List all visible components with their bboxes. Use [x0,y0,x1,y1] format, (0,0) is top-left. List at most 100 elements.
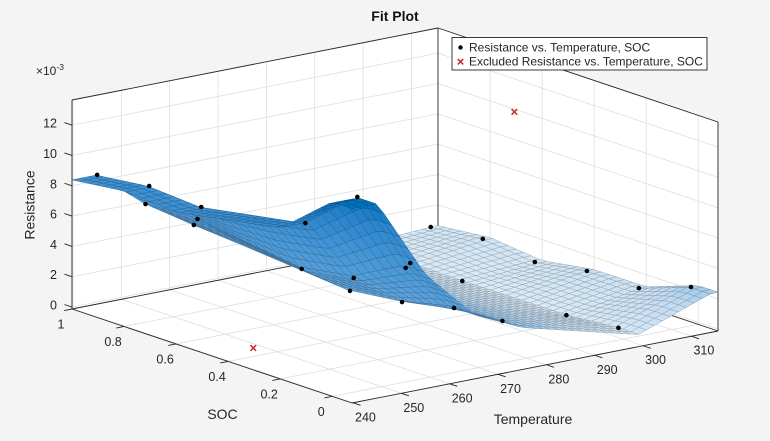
z-gridline-left-wall [71,113,439,187]
data-point [532,259,538,265]
data-point [299,266,304,272]
y-tick-label: 0.6 [156,352,173,366]
data-point [94,172,100,178]
x-tick-label: 310 [693,344,714,358]
data-point [198,204,204,210]
y-axis-label: SOC [207,406,237,422]
data-point [451,305,457,311]
data-point [191,222,197,228]
data-point [403,265,409,271]
x-gridline-floor [72,308,354,404]
data-point [399,299,405,305]
x-gridline-floor [217,279,499,375]
x-tick-label: 280 [548,372,569,386]
legend-x-marker-icon [457,58,464,65]
legend-entry: Resistance vs. Temperature, SOC [458,41,651,55]
y-tick-label: 0.2 [260,387,277,401]
axes-background [72,28,718,403]
x-tick-label: 270 [500,382,521,396]
x-axis-label: Temperature [494,411,573,427]
plot-title: Fit Plot [371,8,419,24]
x-tick-mark [594,354,603,359]
x-tick-mark [642,345,651,349]
x-tick-label: 290 [597,363,618,377]
data-point [195,216,200,222]
z-gridline-right-wall [437,174,719,269]
excluded-point [249,344,257,352]
fit-surface [71,174,719,335]
z-tick-label: 8 [50,177,57,191]
data-point [355,194,360,200]
data-point [347,288,353,294]
data-point [616,325,621,331]
z-gridline-left-wall [71,83,439,156]
legend-entry: Excluded Resistance vs. Temperature, SOC [457,55,703,69]
x-tick-mark [691,335,700,340]
data-point [480,236,486,242]
legend-label: Resistance vs. Temperature, SOC [469,41,651,55]
z-tick-label: 0 [50,299,57,313]
legend: Resistance vs. Temperature, SOC Excluded… [451,37,708,71]
data-point [564,312,569,318]
data-point [351,275,356,281]
x-tick-mark [401,392,410,397]
z-gridline-right-wall [437,143,719,239]
x-tick-mark [449,383,458,387]
axis-ticks: 24025026027028029030031000.20.40.60.8102… [43,117,714,425]
temperature-axis-line [351,330,719,404]
z-tick-mark [64,182,73,187]
data-point [143,201,148,207]
z-tick-mark [64,304,73,308]
z-tick-mark [64,243,73,247]
excluded-point [510,108,518,116]
surface-patch [343,204,361,209]
data-point [584,268,590,274]
z-tick-mark [64,213,73,217]
z-gridline-left-wall [71,174,439,247]
y-tick-label: 0.8 [104,335,121,349]
x-gridline-floor [169,289,450,385]
x-tick-label: 250 [403,401,424,415]
data-markers [94,108,694,352]
z-tick-label: 12 [43,117,57,131]
x-tick-mark [352,402,361,406]
data-point [303,220,308,226]
soc-axis-line [71,308,353,404]
data-point [500,318,505,324]
x-tick-label: 240 [355,410,376,424]
x-tick-label: 300 [645,353,666,367]
y-tick-label: 1 [58,318,65,332]
z-tick-label: 6 [50,208,57,222]
y-tick-mark [272,378,281,381]
z-tick-mark [64,273,73,278]
y-tick-mark [220,360,229,364]
z-gridline-right-wall [437,83,719,178]
y-tick-mark [64,308,73,311]
x-gridline-floor [121,298,402,394]
z-gridline-left-wall [71,143,439,217]
y-tick-mark [324,395,333,399]
y-gridline-floor [332,323,699,397]
x-gridline-floor [266,270,547,366]
z-tick-mark [64,152,73,156]
z-gridline-left-wall [71,52,439,126]
z-tick-label: 10 [43,147,57,161]
data-point [428,224,434,230]
y-tick-mark [116,326,125,329]
x-tick-mark [497,373,506,378]
data-point [636,285,642,291]
z-tick-label: 4 [50,238,57,252]
box-edge [71,27,439,101]
axes-plot-area[interactable] [72,28,718,403]
z-exponent-label: ×10-3 [36,62,64,78]
data-point [407,260,413,266]
legend-label: Excluded Resistance vs. Temperature, SOC [469,55,703,69]
legend-dot-marker-icon [458,45,463,50]
z-exponent-base: ×10 [36,64,57,78]
data-point [146,183,152,189]
data-point [460,278,465,284]
y-tick-mark [168,343,177,346]
z-gridline-right-wall [437,113,719,209]
z-gridline-right-wall [437,204,719,300]
